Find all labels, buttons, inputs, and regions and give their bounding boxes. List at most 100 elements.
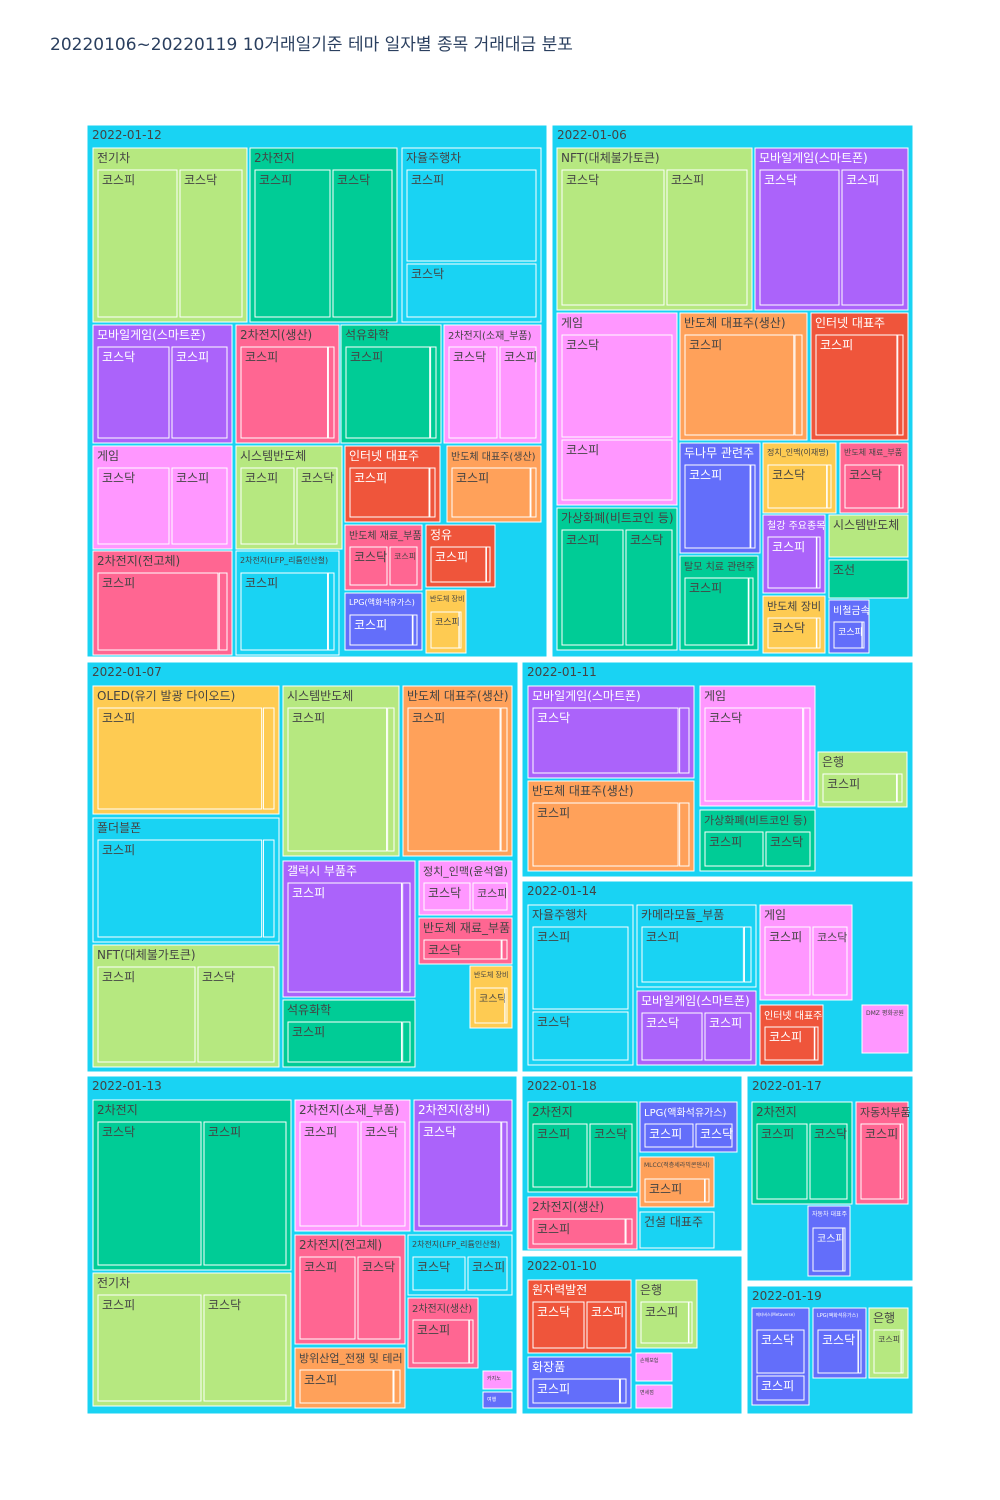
market-tile [532,1011,629,1061]
market-label: 코스피 [537,1382,570,1396]
market-tile [393,1369,401,1404]
market-label: 코스피 [292,711,325,725]
market-tile [767,464,828,509]
market-label: 코스닥 [822,1333,855,1347]
theme-label: 석유화학 [287,1003,331,1017]
market-tile [406,263,537,318]
market-tile [561,169,665,306]
market-label: 코스피 [689,581,722,595]
market-label: 코스피 [689,338,722,352]
market-tile [500,707,508,852]
market-label: 코스피 [865,1127,898,1141]
market-tile [809,1123,848,1200]
market-label: 코스닥 [770,835,803,849]
market-tile [299,1369,394,1404]
market-label: 코스피 [827,777,860,791]
market-tile [641,1012,703,1061]
theme-label: 2차전지(생산) [532,1200,604,1214]
theme-label: 모바일게임(스마트폰) [759,151,868,165]
theme-label: 폴더블폰 [97,821,141,835]
market-label: 코스피 [411,173,444,187]
market-label: 코스피 [304,1125,337,1139]
market-tile [640,1301,689,1344]
market-label: 코스피 [772,540,805,554]
market-label: 코스닥 [428,943,461,957]
market-tile [504,987,508,1024]
market-tile [561,529,624,646]
market-tile [899,464,904,509]
market-label: 코스닥 [184,173,217,187]
theme-label: 방위산업_전쟁 및 테러 [299,1352,403,1365]
theme-label: 2차전지 [254,151,295,165]
market-label: 코스닥 [354,550,387,564]
market-tile [499,346,537,439]
market-tile [561,334,673,438]
theme-label: 정치_인맥(이재명) [767,447,829,457]
market-tile [474,987,506,1024]
market-tile [822,773,897,803]
theme-label: 반도체 대표주(생산) [532,784,634,798]
market-label: 코스닥 [814,1127,847,1141]
theme-label: 2차전지(LFP_리튬인산철) [412,1239,500,1249]
theme-tile [482,1391,513,1409]
market-tile [644,1178,706,1203]
market-tile [589,1123,633,1188]
market-tile [679,802,690,867]
market-label: 코스피 [566,443,599,457]
market-label: 코스닥 [700,1127,733,1141]
market-tile [262,707,275,810]
theme-label: 전기차 [97,151,130,165]
market-label: 코스피 [304,1260,337,1274]
market-tile [430,611,460,649]
market-label: 코스닥 [817,931,847,944]
date-label: 2022-01-10 [527,1259,597,1273]
market-label: 코스피 [102,843,135,857]
theme-label: 2차전지(LFP_리튬인산철) [240,555,328,565]
market-tile [430,546,487,583]
market-tile [287,707,388,852]
theme-label: 반도체 장비 [430,594,464,603]
market-label: 코스피 [102,711,135,725]
theme-label: 석유화학 [345,328,389,342]
theme-label: 반도체 재료_부품 [844,447,902,457]
theme-label: 자동차부품 [860,1106,911,1119]
theme-label: 2차전지 [97,1103,138,1117]
theme-label: 가상화폐(비트코인 등) [704,814,807,827]
market-label: 코스피 [472,1260,505,1274]
market-tile [794,334,803,436]
market-tile [750,464,756,549]
market-tile [684,577,749,646]
market-tile [448,346,498,439]
market-tile [501,939,508,960]
market-tile [641,926,744,983]
theme-label: 시스템반도체 [240,449,306,463]
market-tile [451,467,531,518]
theme-label: 게임 [704,689,726,703]
theme-label: 2차전지(생산) [240,328,312,342]
theme-label: 인터넷 대표주 [349,449,419,463]
theme-label: 반도체 대표주(생산) [407,689,509,703]
theme-label: 인터넷 대표주 [764,1010,822,1022]
market-tile [197,966,275,1063]
market-label: 코스피 [537,930,570,944]
market-tile [815,334,898,436]
market-tile [842,1227,846,1272]
market-tile [179,169,243,318]
market-tile [756,1123,808,1200]
theme-label: 정치_인맥(윤석열) [423,865,508,878]
market-tile [704,831,764,867]
market-tile [387,707,395,852]
market-label: 코스피 [537,1222,570,1236]
theme-label: 2차전지(전고체) [299,1238,382,1252]
date-label: 2022-01-14 [527,884,597,898]
market-tile [97,1294,202,1402]
theme-label: LPG(액화석유가스) [644,1107,726,1119]
market-label: 코스피 [292,1025,325,1039]
market-tile [625,1218,633,1245]
market-tile [97,572,219,651]
market-tile [240,346,328,439]
market-tile [287,1021,402,1063]
market-tile [532,1301,585,1349]
market-tile [756,1375,805,1401]
market-tile [97,707,263,810]
